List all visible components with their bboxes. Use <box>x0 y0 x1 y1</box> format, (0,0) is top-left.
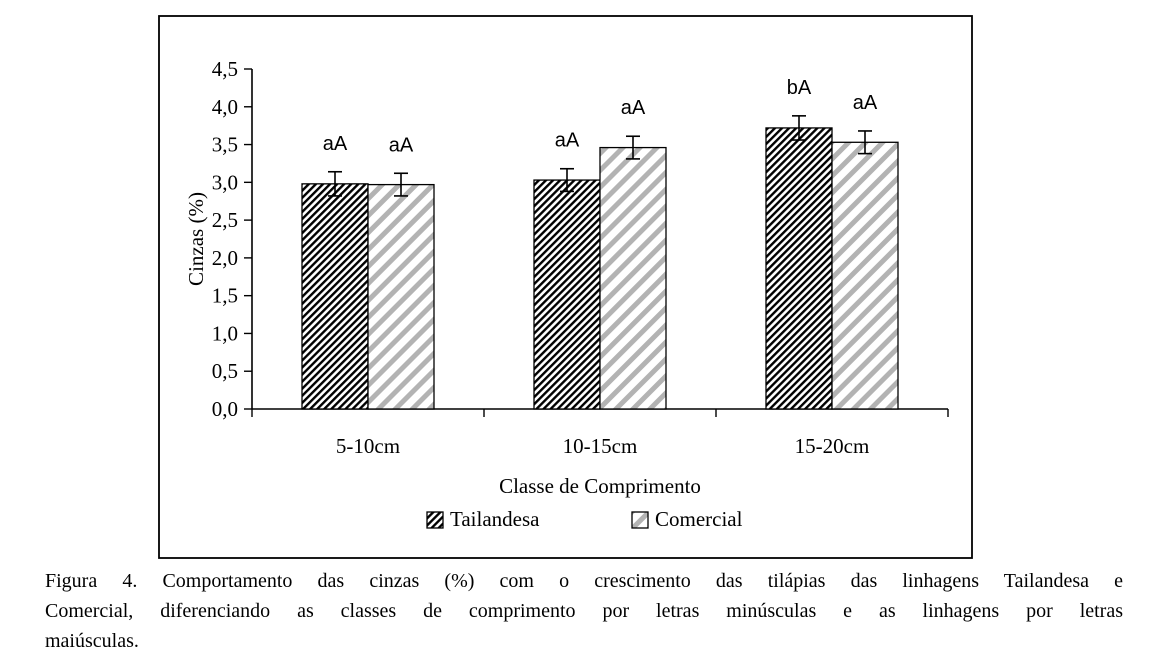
legend-item-tailandesa-swatch <box>426 511 444 529</box>
bar-tailandesa-10-15cm <box>533 179 601 410</box>
bar-tailandesa-15-20cm <box>765 127 833 410</box>
figure-border <box>158 15 973 559</box>
significance-label: aA <box>853 92 878 114</box>
y-tick-label: 4,0 <box>212 95 238 119</box>
caption-line-2: Comercial, diferenciando as classes de c… <box>45 600 1123 622</box>
y-tick-label: 2,0 <box>212 246 238 270</box>
error-bar-comercial-15-20cm <box>858 130 872 155</box>
bar-comercial-5-10cm <box>367 183 435 410</box>
x-axis-title: Classe de Comprimento <box>499 474 701 498</box>
legend-item-tailandesa-label: Tailandesa <box>450 507 540 531</box>
error-bar-comercial-5-10cm <box>394 172 408 197</box>
y-tick-label: 4,5 <box>212 57 238 81</box>
significance-label: aA <box>389 134 414 156</box>
y-tick-label: 3,5 <box>212 133 238 157</box>
y-tick-label: 1,0 <box>212 321 238 345</box>
error-bar-tailandesa-15-20cm <box>792 115 806 141</box>
legend-item-tailandesa: Tailandesa <box>426 507 540 531</box>
caption-line-3: maiúsculas. <box>45 630 139 652</box>
significance-label: aA <box>621 97 646 119</box>
bar-comercial-10-15cm <box>599 146 667 410</box>
y-tick-label: 0,5 <box>212 359 238 383</box>
caption-line-1: Figura 4. Comportamento das cinzas (%) c… <box>45 570 1123 592</box>
y-tick-label: 1,5 <box>212 284 238 308</box>
y-tick-label: 3,0 <box>212 170 238 194</box>
legend-item-comercial: Comercial <box>631 507 743 531</box>
bar-chart: 0,0 0,5 1,0 1,5 2,0 2,5 3,0 3,5 4,0 4,5 5-10cm aA aA… <box>158 15 973 559</box>
significance-label: aA <box>323 133 348 155</box>
x-category-label: 10-15cm <box>563 434 638 458</box>
bar-comercial-15-20cm <box>831 141 899 410</box>
significance-label: aA <box>555 130 580 152</box>
y-tick-label: 0,0 <box>212 397 238 421</box>
significance-label: bA <box>787 77 812 99</box>
legend-item-comercial-swatch <box>631 511 649 529</box>
bar-tailandesa-5-10cm <box>301 183 369 410</box>
figure-4-frame: 0,0 0,5 1,0 1,5 2,0 2,5 3,0 3,5 4,0 4,5 5-10cm aA aA… <box>158 15 973 559</box>
y-axis-title: Cinzas (%) <box>184 192 208 286</box>
error-bar-comercial-10-15cm <box>626 135 640 160</box>
x-category-label: 15-20cm <box>795 434 870 458</box>
figure-caption: Figura 4. Comportamento das cinzas (%) c… <box>45 566 1123 656</box>
legend-item-comercial-label: Comercial <box>655 507 743 531</box>
error-bar-tailandesa-10-15cm <box>560 167 574 193</box>
x-category-label: 5-10cm <box>336 434 400 458</box>
error-bar-tailandesa-5-10cm <box>328 170 342 197</box>
y-tick-label: 2,5 <box>212 208 238 232</box>
